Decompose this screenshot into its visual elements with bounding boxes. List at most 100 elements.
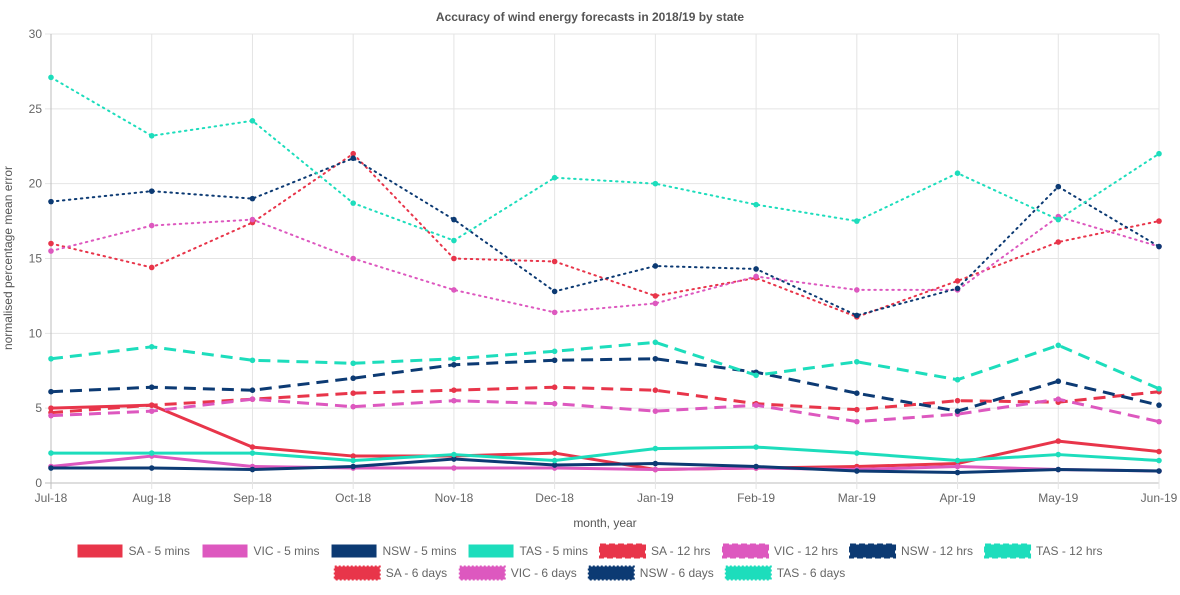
data-point-vic-12-hrs[interactable] <box>652 408 659 414</box>
legend-item-vic-5-mins[interactable]: VIC - 5 mins <box>202 544 320 558</box>
data-point-tas-12-hrs[interactable] <box>1156 385 1162 392</box>
data-point-nsw-5-mins[interactable] <box>1055 466 1062 473</box>
data-point-vic-12-hrs[interactable] <box>551 400 558 407</box>
data-point-sa-12-hrs[interactable] <box>451 387 457 394</box>
data-point-tas-5-mins[interactable] <box>451 451 457 458</box>
data-point-nsw-5-mins[interactable] <box>1156 468 1162 474</box>
data-point-nsw-6-days[interactable] <box>551 288 558 295</box>
data-point-sa-5-mins[interactable] <box>48 405 54 411</box>
data-point-tas-12-hrs[interactable] <box>652 339 659 346</box>
data-point-nsw-6-days[interactable] <box>1055 183 1062 190</box>
data-point-tas-6-days[interactable] <box>551 174 558 181</box>
data-point-tas-6-days[interactable] <box>451 237 457 244</box>
data-point-vic-6-days[interactable] <box>753 273 759 280</box>
data-point-vic-5-mins[interactable] <box>652 466 659 473</box>
data-point-sa-6-days[interactable] <box>1055 239 1062 245</box>
legend-item-nsw-12-hrs[interactable]: NSW - 12 hrs <box>849 543 973 559</box>
data-point-sa-12-hrs[interactable] <box>652 387 659 394</box>
data-point-tas-5-mins[interactable] <box>1156 457 1162 464</box>
data-point-nsw-6-days[interactable] <box>854 312 860 319</box>
data-point-nsw-12-hrs[interactable] <box>1055 378 1062 385</box>
data-point-tas-12-hrs[interactable] <box>1055 342 1062 349</box>
data-point-nsw-5-mins[interactable] <box>48 465 54 471</box>
data-point-vic-12-hrs[interactable] <box>1156 418 1162 425</box>
data-point-sa-6-days[interactable] <box>48 240 54 247</box>
data-point-nsw-6-days[interactable] <box>1156 243 1162 250</box>
data-point-tas-5-mins[interactable] <box>954 457 961 464</box>
data-point-sa-5-mins[interactable] <box>1156 448 1162 455</box>
data-point-vic-5-mins[interactable] <box>954 463 961 470</box>
data-point-tas-5-mins[interactable] <box>854 450 860 456</box>
data-point-sa-5-mins[interactable] <box>350 453 356 459</box>
data-point-sa-6-days[interactable] <box>954 278 961 284</box>
data-point-nsw-5-mins[interactable] <box>854 468 860 474</box>
data-point-nsw-12-hrs[interactable] <box>350 375 356 382</box>
data-point-tas-12-hrs[interactable] <box>350 360 356 367</box>
data-point-vic-6-days[interactable] <box>350 255 356 262</box>
data-point-nsw-12-hrs[interactable] <box>451 361 457 368</box>
data-point-tas-6-days[interactable] <box>1156 150 1162 157</box>
data-point-tas-12-hrs[interactable] <box>854 358 860 365</box>
data-point-sa-5-mins[interactable] <box>1055 438 1062 444</box>
data-point-nsw-12-hrs[interactable] <box>148 384 155 391</box>
data-point-sa-6-days[interactable] <box>350 150 356 157</box>
data-point-sa-12-hrs[interactable] <box>954 397 961 404</box>
legend-item-tas-12-hrs[interactable]: TAS - 12 hrs <box>984 543 1103 559</box>
data-point-vic-12-hrs[interactable] <box>148 408 155 414</box>
data-point-nsw-12-hrs[interactable] <box>854 390 860 397</box>
data-point-tas-12-hrs[interactable] <box>249 357 256 364</box>
data-point-nsw-5-mins[interactable] <box>652 460 659 467</box>
legend-item-vic-6-days[interactable]: VIC - 6 days <box>458 565 577 581</box>
data-point-tas-12-hrs[interactable] <box>48 355 54 362</box>
data-point-nsw-5-mins[interactable] <box>954 469 961 476</box>
data-point-tas-6-days[interactable] <box>1055 216 1062 223</box>
legend-item-nsw-6-days[interactable]: NSW - 6 days <box>587 565 714 581</box>
data-point-vic-12-hrs[interactable] <box>350 403 356 410</box>
data-point-nsw-6-days[interactable] <box>451 216 457 223</box>
data-point-sa-6-days[interactable] <box>148 264 155 271</box>
data-point-tas-5-mins[interactable] <box>249 450 256 456</box>
data-point-nsw-6-days[interactable] <box>652 263 659 269</box>
legend-item-sa-6-days[interactable]: SA - 6 days <box>333 565 447 581</box>
data-point-nsw-5-mins[interactable] <box>148 465 155 471</box>
data-point-nsw-12-hrs[interactable] <box>954 408 961 414</box>
data-point-nsw-5-mins[interactable] <box>451 456 457 462</box>
data-point-tas-12-hrs[interactable] <box>451 355 457 362</box>
data-point-vic-6-days[interactable] <box>48 248 54 254</box>
data-point-tas-6-days[interactable] <box>652 180 659 187</box>
data-point-nsw-6-days[interactable] <box>753 266 759 272</box>
data-point-sa-6-days[interactable] <box>652 293 659 299</box>
data-point-tas-12-hrs[interactable] <box>148 344 155 350</box>
data-point-sa-12-hrs[interactable] <box>350 390 356 397</box>
legend-item-nsw-5-mins[interactable]: NSW - 5 mins <box>331 544 457 558</box>
data-point-tas-6-days[interactable] <box>350 200 356 206</box>
data-point-tas-5-mins[interactable] <box>48 450 54 456</box>
data-point-sa-5-mins[interactable] <box>249 444 256 450</box>
data-point-tas-6-days[interactable] <box>753 201 759 208</box>
data-point-nsw-5-mins[interactable] <box>753 463 759 470</box>
data-point-vic-5-mins[interactable] <box>451 465 457 471</box>
data-point-nsw-12-hrs[interactable] <box>48 388 54 395</box>
data-point-tas-12-hrs[interactable] <box>753 372 759 379</box>
data-point-nsw-5-mins[interactable] <box>249 466 256 473</box>
data-point-nsw-12-hrs[interactable] <box>551 357 558 364</box>
data-point-vic-12-hrs[interactable] <box>753 402 759 408</box>
data-point-tas-6-days[interactable] <box>854 218 860 224</box>
data-point-tas-12-hrs[interactable] <box>551 348 558 355</box>
legend-item-tas-6-days[interactable]: TAS - 6 days <box>724 565 845 581</box>
data-point-nsw-6-days[interactable] <box>249 195 256 202</box>
data-point-nsw-12-hrs[interactable] <box>1156 402 1162 408</box>
data-point-vic-6-days[interactable] <box>551 309 558 316</box>
legend-item-vic-12-hrs[interactable]: VIC - 12 hrs <box>722 543 838 559</box>
data-point-vic-6-days[interactable] <box>249 216 256 223</box>
data-point-vic-6-days[interactable] <box>451 287 457 293</box>
data-point-tas-5-mins[interactable] <box>652 445 659 452</box>
legend-item-sa-12-hrs[interactable]: SA - 12 hrs <box>598 543 710 559</box>
data-point-vic-12-hrs[interactable] <box>1055 396 1062 402</box>
data-point-tas-12-hrs[interactable] <box>954 376 961 383</box>
data-point-vic-12-hrs[interactable] <box>451 397 457 404</box>
data-point-vic-12-hrs[interactable] <box>854 418 860 425</box>
data-point-vic-12-hrs[interactable] <box>48 412 54 419</box>
data-point-tas-5-mins[interactable] <box>1055 451 1062 458</box>
data-point-vic-6-days[interactable] <box>854 287 860 293</box>
